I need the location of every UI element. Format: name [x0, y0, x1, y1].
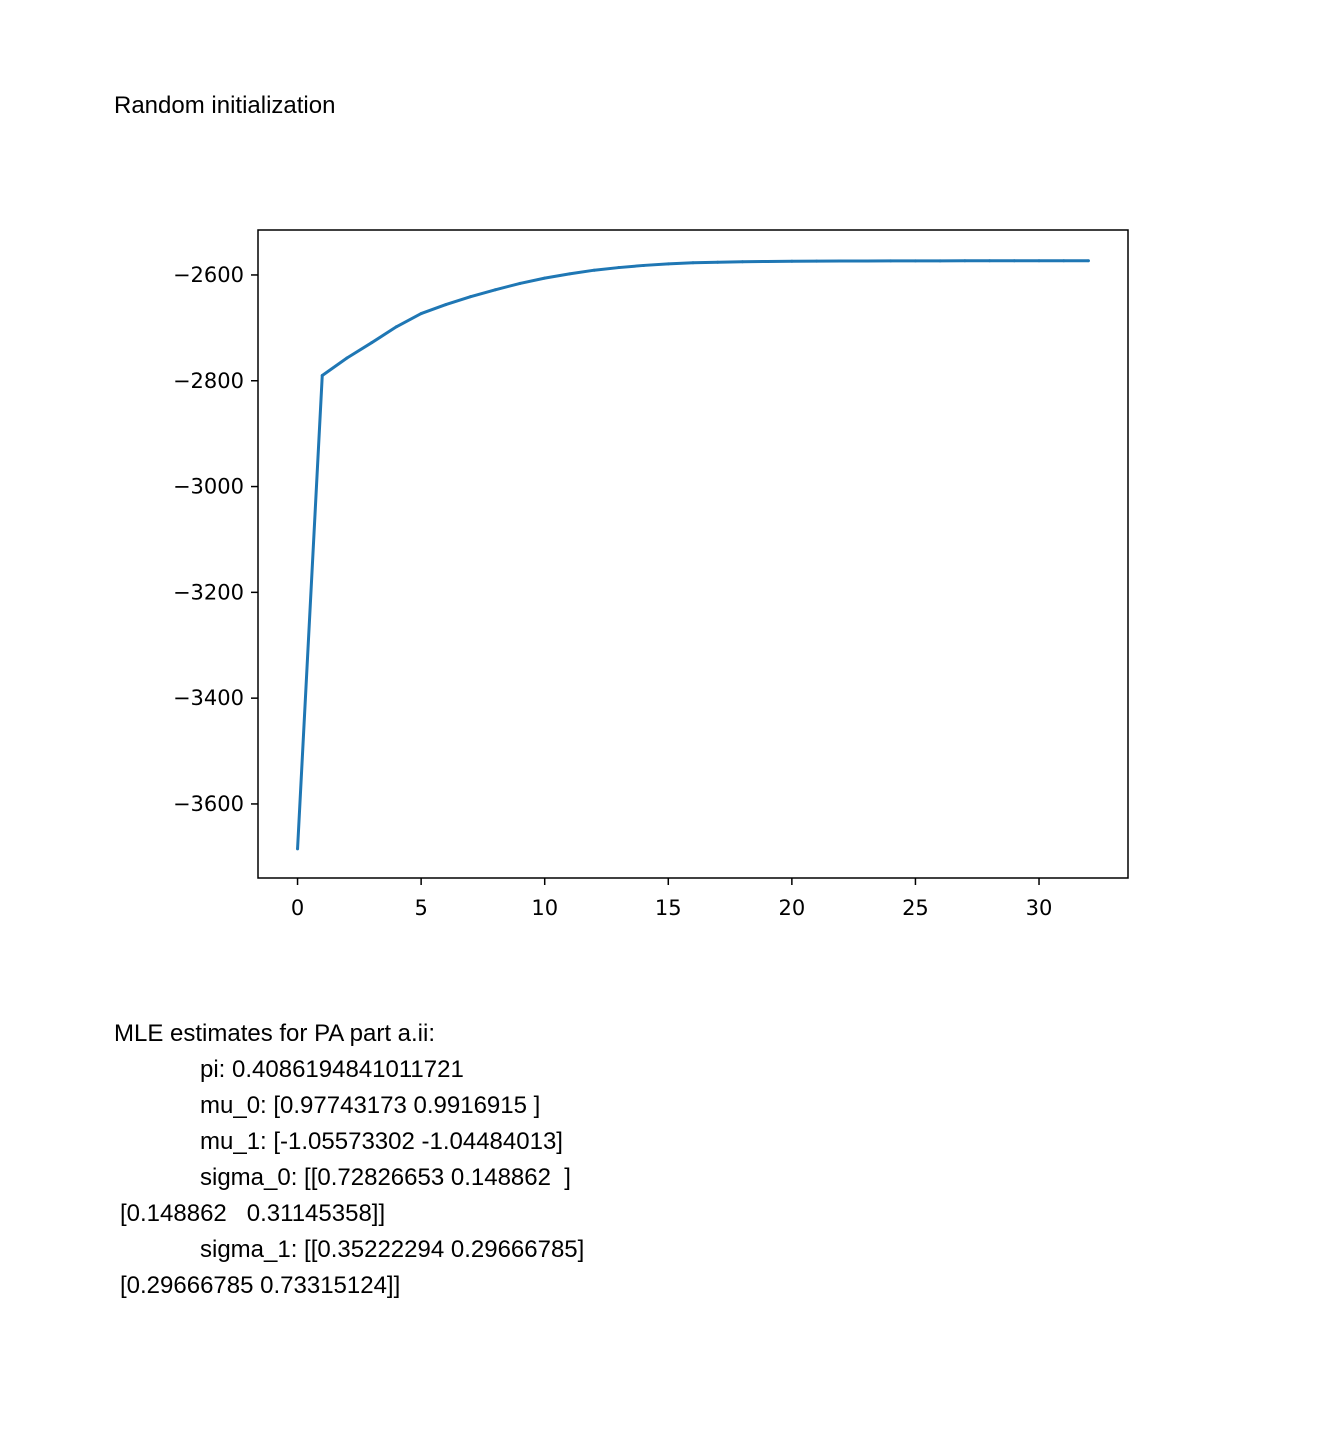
data-point: [642, 263, 646, 267]
sigma-1-row-1: sigma_1: [[0.35222294 0.29666785]: [200, 1236, 585, 1263]
data-point: [716, 260, 720, 264]
x-axis: 0 5 10 15 20 25 30: [291, 878, 1053, 920]
data-point: [988, 259, 992, 263]
y-tick-label: −3600: [173, 792, 244, 816]
data-point: [543, 276, 547, 280]
data-point: [963, 259, 967, 263]
data-point: [345, 356, 349, 360]
data-point: [567, 272, 571, 276]
data-point: [296, 847, 300, 851]
mu-0-value: mu_0: [0.97743173 0.9916915 ]: [200, 1092, 541, 1119]
sigma-0-row-2: [0.148862 0.31145358]]: [120, 1200, 386, 1227]
x-tick-label: 30: [1026, 896, 1053, 920]
data-point: [617, 266, 621, 270]
data-point: [1037, 259, 1041, 263]
x-tick-label: 20: [778, 896, 805, 920]
sigma-0-row-1: sigma_0: [[0.72826653 0.148862 ]: [200, 1164, 571, 1191]
data-point: [815, 259, 819, 263]
x-tick-label: 5: [414, 896, 427, 920]
data-point: [1062, 259, 1066, 263]
data-point: [370, 341, 374, 345]
data-point: [592, 268, 596, 272]
mle-results: MLE estimates for PA part a.ii: pi: 0.40…: [114, 1016, 584, 1304]
data-point: [320, 373, 324, 377]
data-point: [666, 262, 670, 266]
section-heading: Random initialization: [114, 92, 336, 119]
y-tick-label: −2800: [173, 369, 244, 393]
x-tick-label: 0: [291, 896, 304, 920]
y-tick-label: −3200: [173, 580, 244, 604]
data-point: [518, 281, 522, 285]
y-axis: −3600 −3400 −3200 −3000 −2800 −2600: [173, 263, 258, 816]
log-likelihood-line: [296, 259, 1089, 849]
data-point: [864, 259, 868, 263]
data-point: [394, 325, 398, 329]
data-point: [691, 261, 695, 265]
y-tick-label: −3400: [173, 686, 244, 710]
y-tick-label: −3000: [173, 475, 244, 499]
data-point: [469, 295, 473, 299]
data-point: [419, 312, 423, 316]
data-point: [913, 259, 917, 263]
data-point: [740, 260, 744, 264]
data-point: [790, 259, 794, 263]
pi-value: pi: 0.4086194841011721: [200, 1056, 464, 1083]
data-point: [493, 288, 497, 292]
log-likelihood-chart: 0 5 10 15 20 25 30 −3600 −3400 −3200 −3000 −2800 −2…: [173, 229, 1129, 920]
y-tick-label: −2600: [173, 263, 244, 287]
x-tick-label: 15: [655, 896, 682, 920]
data-point: [938, 259, 942, 263]
x-tick-label: 10: [531, 896, 558, 920]
results-title: MLE estimates for PA part a.ii:: [114, 1020, 436, 1047]
data-points: [296, 259, 1090, 851]
sigma-1-row-2: [0.29666785 0.73315124]]: [120, 1272, 401, 1299]
mu-1-value: mu_1: [-1.05573302 -1.04484013]: [200, 1128, 563, 1155]
data-point: [444, 303, 448, 307]
data-point: [765, 259, 769, 263]
data-point: [889, 259, 893, 263]
plot-frame: [257, 229, 1129, 879]
data-point: [839, 259, 843, 263]
data-point: [1012, 259, 1016, 263]
data-point: [1086, 259, 1090, 263]
x-tick-label: 25: [902, 896, 929, 920]
